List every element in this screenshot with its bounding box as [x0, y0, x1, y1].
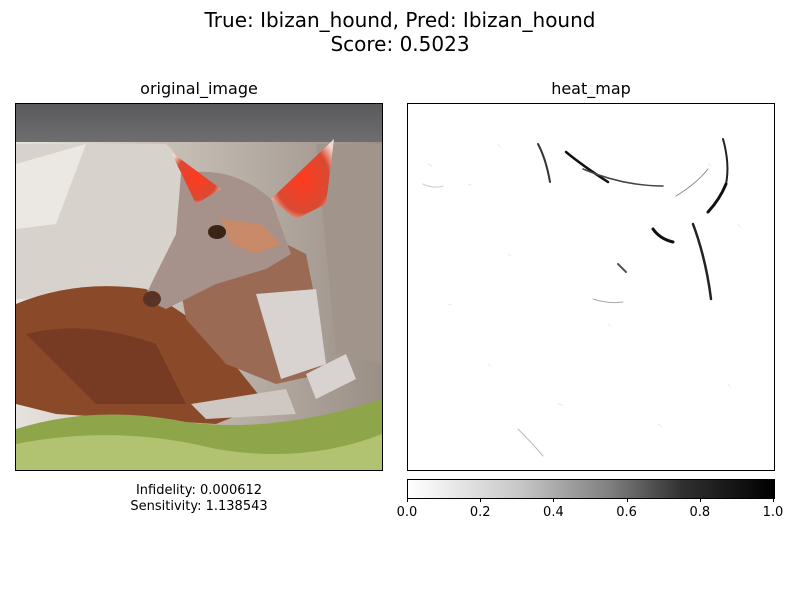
figure-title-line-1: True: Ibizan_hound, Pred: Ibizan_hound — [204, 8, 596, 32]
colorbar-tick-label: 0.8 — [689, 505, 711, 520]
colorbar-tick-label: 0.0 — [396, 505, 418, 520]
sensitivity-caption: Sensitivity: 1.138543 — [130, 499, 268, 514]
original-image — [15, 103, 383, 471]
colorbar-tick-label: 0.2 — [469, 505, 491, 520]
figure-title-line-2: Score: 0.5023 — [330, 32, 470, 56]
infidelity-caption: Infidelity: 0.000612 — [135, 483, 263, 498]
colorbar-tick-label: 1.0 — [762, 505, 784, 520]
heat-map-title: heat_map — [551, 79, 631, 98]
colorbar — [407, 479, 775, 499]
colorbar-tick-mark — [699, 498, 701, 502]
colorbar-tick-mark — [407, 498, 408, 502]
colorbar-tick-label: 0.4 — [543, 505, 564, 520]
colorbar-tick-mark — [773, 498, 774, 502]
colorbar-tick-label: 0.6 — [616, 505, 637, 520]
colorbar-tick-mark — [480, 498, 482, 502]
heat-map-plot — [422, 138, 741, 457]
original-image-title: original_image — [140, 79, 258, 98]
colorbar-tick-mark — [553, 498, 555, 502]
heat-map-image — [407, 103, 775, 471]
dog-photo — [16, 104, 382, 470]
colorbar-tick-mark — [626, 498, 628, 502]
